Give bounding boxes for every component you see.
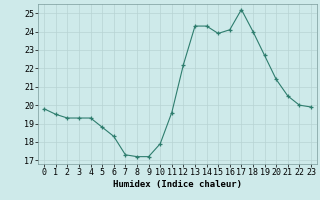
X-axis label: Humidex (Indice chaleur): Humidex (Indice chaleur) — [113, 180, 242, 189]
